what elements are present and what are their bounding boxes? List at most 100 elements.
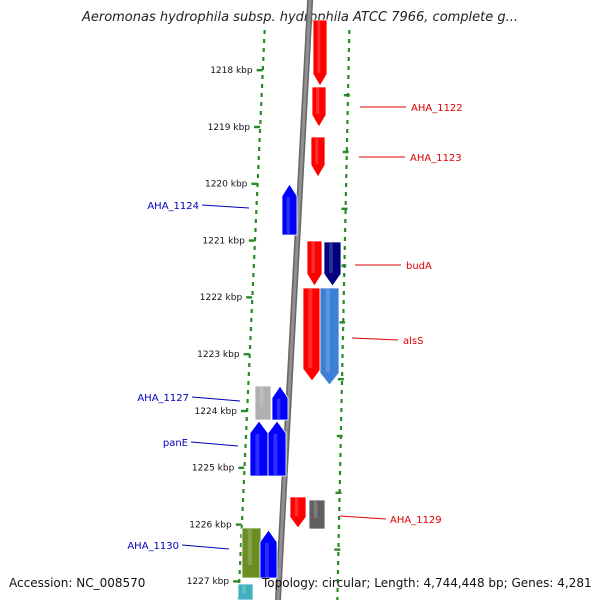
reverse-ring-dot bbox=[336, 579, 339, 583]
forward-ring-dot bbox=[244, 444, 247, 448]
reverse-ring-dot bbox=[342, 309, 345, 313]
reverse-gene-arrow bbox=[289, 496, 307, 529]
reverse-ring-dot bbox=[337, 534, 340, 538]
reverse-ring-dot bbox=[337, 561, 340, 565]
gene-arrow-shine bbox=[294, 498, 299, 517]
forward-ring-dot bbox=[255, 201, 258, 205]
forward-ring-dot bbox=[263, 30, 266, 34]
backbone bbox=[276, 0, 312, 600]
reverse-ring-dot bbox=[346, 120, 349, 124]
forward-ring-dot bbox=[251, 291, 254, 295]
reverse-gene-arrow bbox=[319, 287, 340, 386]
reverse-gene-arrow bbox=[302, 287, 322, 382]
forward-ring-dot bbox=[258, 147, 261, 151]
reverse-ring-dot bbox=[339, 444, 342, 448]
tick-mark-outer bbox=[334, 548, 341, 551]
gene-label: AHA_1127 bbox=[137, 393, 189, 404]
tick-mark bbox=[233, 580, 240, 583]
reverse-ring-dot bbox=[348, 30, 351, 34]
forward-ring-dot bbox=[251, 300, 254, 304]
reverse-ring-dot bbox=[339, 426, 343, 430]
genome-summary-text: Topology: circular; Length: 4,744,448 bp… bbox=[262, 576, 592, 590]
reverse-ring-dot bbox=[337, 543, 340, 547]
reverse-ring-dot bbox=[343, 237, 347, 241]
tick-label: 1226 kbp bbox=[189, 520, 232, 530]
gene-arrow-shine bbox=[311, 242, 315, 273]
forward-ring-dot bbox=[259, 120, 262, 124]
forward-ring-dot bbox=[250, 318, 253, 322]
forward-ring-dot bbox=[245, 426, 248, 430]
label-leader-line bbox=[201, 204, 250, 209]
reverse-ring-dot bbox=[341, 354, 344, 358]
forward-ring-dot bbox=[240, 525, 243, 529]
reverse-ring-dot bbox=[338, 489, 341, 493]
forward-gene-arrow bbox=[254, 385, 272, 421]
forward-ring-dot bbox=[252, 273, 255, 277]
forward-gene-arrow bbox=[249, 420, 269, 477]
tick-mark bbox=[235, 523, 242, 526]
gene-arrow-shine bbox=[255, 434, 260, 475]
forward-ring-dot bbox=[242, 489, 245, 493]
reverse-ring-dot bbox=[347, 66, 350, 70]
forward-ring-dot bbox=[257, 156, 260, 160]
tick-label: 1222 kbp bbox=[200, 293, 243, 303]
tick-mark bbox=[248, 239, 255, 242]
forward-gene-arrow bbox=[281, 183, 298, 236]
reverse-ring-dot bbox=[344, 183, 348, 187]
forward-ring-dot bbox=[254, 228, 257, 232]
tick-mark bbox=[238, 466, 245, 469]
forward-ring-dot bbox=[253, 255, 256, 259]
forward-ring-dot bbox=[250, 309, 253, 313]
label-leader-line bbox=[351, 337, 399, 341]
forward-gene-arrow bbox=[267, 420, 287, 477]
gene-arrow-shine bbox=[317, 21, 321, 73]
gene-label: AHA_1129 bbox=[390, 515, 442, 526]
gene-label: budA bbox=[406, 261, 432, 272]
gene-arrow-shine bbox=[315, 138, 319, 164]
reverse-ring-dot bbox=[341, 336, 344, 340]
forward-ring-dot bbox=[246, 408, 249, 412]
label-leader-line bbox=[339, 515, 387, 520]
forward-ring-dot bbox=[243, 471, 246, 475]
reverse-ring-dot bbox=[343, 255, 346, 259]
forward-ring-dot bbox=[262, 48, 265, 52]
forward-ring-dot bbox=[247, 381, 250, 385]
reverse-ring-dot bbox=[346, 102, 349, 106]
reverse-ring-dot bbox=[344, 228, 347, 232]
tick-label: 1220 kbp bbox=[205, 180, 248, 190]
gene-arrow-shine bbox=[247, 529, 252, 565]
forward-ring-dot bbox=[253, 237, 257, 241]
forward-gene-arrow bbox=[259, 529, 278, 579]
accession-text: Accession: NC_008570 bbox=[9, 576, 146, 590]
reverse-ring-dot bbox=[347, 84, 350, 88]
forward-ring-dot bbox=[240, 534, 243, 538]
forward-ring-dot bbox=[254, 219, 257, 223]
reverse-ring-dot bbox=[341, 327, 345, 331]
tick-mark-outer bbox=[337, 378, 344, 381]
forward-ring-dot bbox=[258, 129, 262, 133]
reverse-ring-dot bbox=[342, 318, 345, 322]
tick-mark bbox=[251, 182, 258, 185]
gene-label: AHA_1124 bbox=[147, 201, 199, 212]
gene-label: AHA_1130 bbox=[127, 541, 179, 552]
tick-label: 1218 kbp bbox=[210, 66, 253, 76]
reverse-gene-arrow bbox=[311, 86, 327, 128]
gene-arrow-shine bbox=[273, 434, 278, 475]
reverse-ring-dot bbox=[338, 498, 341, 502]
reverse-ring-dot bbox=[345, 174, 348, 178]
reverse-ring-dot bbox=[340, 417, 343, 421]
gene-features bbox=[237, 19, 342, 600]
reverse-ring-dot bbox=[336, 570, 340, 574]
gene-arrow-shine bbox=[276, 398, 281, 419]
reverse-ring-dot bbox=[339, 462, 342, 466]
forward-ring-dot bbox=[239, 552, 242, 556]
forward-ring-dot bbox=[244, 435, 248, 439]
forward-ring-dot bbox=[241, 498, 245, 502]
gene-arrow-shine bbox=[259, 387, 264, 408]
gene-arrow-shine bbox=[308, 289, 313, 368]
reverse-ring-dot bbox=[347, 57, 350, 61]
forward-ring-dot bbox=[256, 174, 260, 178]
forward-ring-dot bbox=[245, 417, 248, 421]
gene-arrow-shine bbox=[242, 585, 246, 594]
forward-ring-dot bbox=[241, 516, 244, 520]
